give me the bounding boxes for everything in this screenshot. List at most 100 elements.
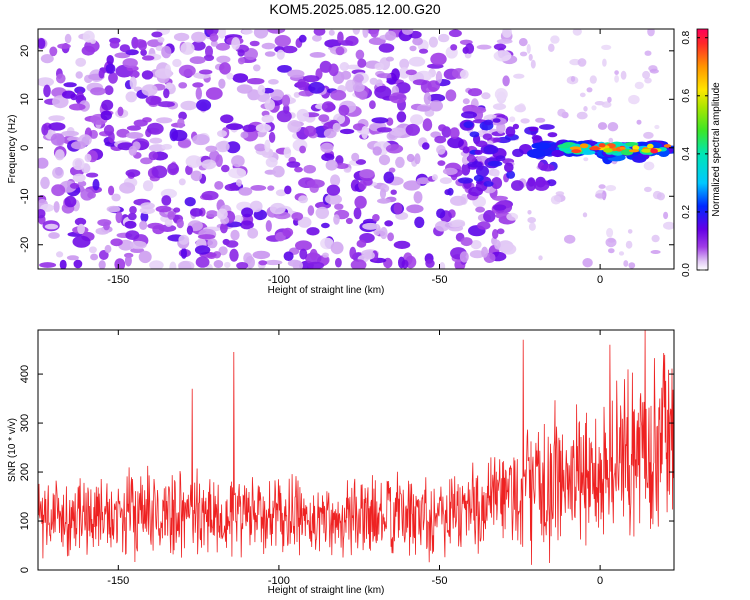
heatmap-cell [98,69,105,79]
heatmap-cell [475,140,488,148]
heatmap-cell [291,212,304,221]
heatmap-cell [589,146,601,151]
heatmap-cell [157,36,165,43]
heatmap-cell [164,218,173,227]
heatmap-cell [126,132,144,139]
heatmap-cell [282,227,294,237]
heatmap-cell [644,50,652,56]
heatmap-cell [75,57,87,67]
heatmap-cell [73,259,83,269]
heatmap-cell [220,222,228,234]
heatmap-cell [169,261,177,269]
heatmap-cell [598,143,606,148]
heatmap-cell [303,125,317,137]
heatmap-cell [72,157,85,171]
heatmap-cell [64,195,77,208]
heatmap-cell [44,223,59,230]
heatmap-cell [502,75,510,87]
heatmap-cell [533,180,550,191]
heatmap-cell [141,84,158,96]
heatmap-cell [541,163,555,172]
heatmap-cell [439,262,446,269]
heatmap-cell [663,144,672,148]
heatmap-cell [258,260,268,266]
heatmap-cell [357,89,368,100]
heatmap-cell [124,254,132,267]
heatmap-cell [151,31,163,38]
heatmap-cell [225,123,244,130]
heatmap-cell [410,114,424,126]
heatmap-cell [399,58,410,70]
heatmap-panel [38,29,674,269]
heatmap-cell [207,238,218,249]
heatmap-cell [69,103,86,111]
heatmap-cell [90,38,96,44]
snr-panel [38,330,674,565]
heatmap-cell [205,145,217,152]
heatmap-cell [151,165,168,179]
heatmap-cell [318,114,330,122]
heatmap-cell [526,179,537,192]
heatmap-cell [654,124,660,130]
heatmap-cell [465,43,475,54]
heatmap-cell [656,192,666,201]
heatmap-cell [531,142,551,150]
heatmap-cell [355,159,367,165]
heatmap-cell [149,137,163,144]
heatmap-cell [101,99,114,111]
heatmap-cell [185,164,193,176]
heatmap-cell [644,186,652,193]
heatmap-cell [389,127,407,136]
heatmap-cell [462,98,470,105]
heatmap-cell [372,214,380,222]
heatmap-ytick-label: 20 [19,45,31,57]
heatmap-cell [140,211,149,223]
heatmap-cell [205,87,223,100]
heatmap-cell [167,211,175,220]
heatmap-cell [287,120,302,133]
snr-xlabel: Height of straight line (km) [268,585,385,596]
heatmap-cell [605,237,617,248]
heatmap-xtick-label: -150 [107,274,129,286]
heatmap-cell [38,77,54,87]
heatmap-cell [352,29,360,35]
heatmap-cell [625,240,633,249]
heatmap-cell [264,259,283,266]
heatmap-ytick-label: 0 [19,145,31,151]
heatmap-cell [196,99,212,112]
heatmap-cell [98,260,106,269]
heatmap-cell [192,82,204,88]
heatmap-cell [145,95,161,106]
heatmap-cell [84,39,100,53]
heatmap-cell [458,177,473,184]
heatmap-cell [321,101,335,113]
heatmap-cell [634,81,644,90]
heatmap-cell [526,148,546,159]
heatmap-cell [328,63,339,77]
heatmap-cell [579,150,596,155]
heatmap-cell [111,193,121,202]
heatmap-cell [109,40,120,49]
heatmap-cell [324,39,342,48]
heatmap-cell [53,201,60,213]
heatmap-cell [345,79,356,93]
snr-ytick-label: 200 [19,463,31,481]
heatmap-cell [77,223,85,235]
colorbar-label: Normalized spectral amplitude [711,82,722,217]
heatmap-cell [527,210,532,215]
heatmap-cell [643,161,655,171]
heatmap-cell [52,167,64,179]
heatmap-cell [535,117,546,123]
heatmap-cell [651,234,660,243]
heatmap-cell [129,240,147,250]
heatmap-cell [405,123,420,136]
heatmap-cell [236,84,253,94]
heatmap-cell [505,126,516,137]
heatmap-cell [398,256,405,269]
heatmap-cell [64,33,72,44]
heatmap-cell [378,154,391,166]
heatmap-cell [90,253,99,261]
heatmap-cell [591,105,597,111]
heatmap-cell [72,173,86,183]
heatmap-cell [619,146,626,150]
